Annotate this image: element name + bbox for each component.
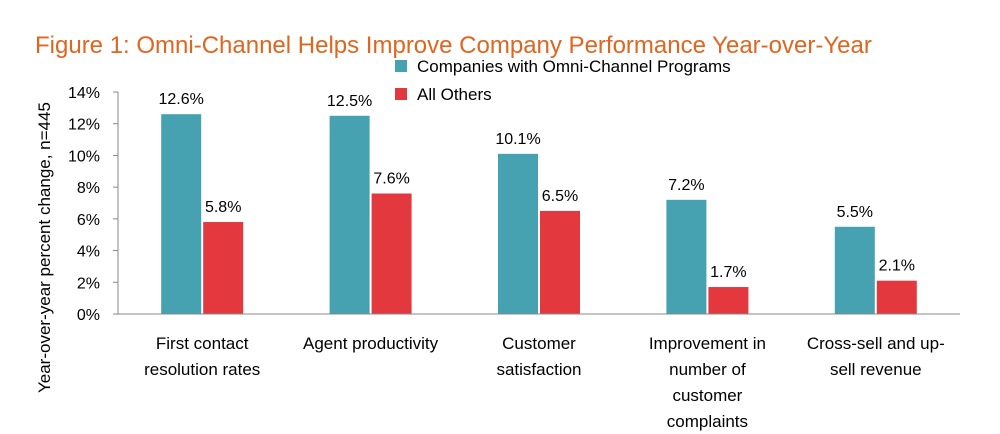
y-tick-label: 2% [77, 275, 100, 292]
y-tick-label: 8% [77, 180, 100, 197]
x-category-label-line: First contact [156, 334, 249, 353]
legend: Companies with Omni-Channel Programs All … [395, 57, 731, 104]
bar-omni-channel [834, 226, 875, 314]
data-label: 6.5% [542, 188, 578, 205]
y-tick-label: 14% [68, 85, 100, 102]
x-category-label: Improvement in number of customer complaint… [649, 334, 766, 431]
chart-title: Figure 1: Omni-Channel Helps Improve Com… [35, 32, 872, 59]
bar-all-others [371, 193, 412, 314]
x-category-label-line: Improvement in [649, 334, 766, 353]
x-category-label: Cross-sell and up-sell revenue [807, 334, 945, 379]
data-label: 12.6% [159, 91, 204, 108]
bar-omni-channel [329, 115, 370, 315]
axes [113, 91, 960, 315]
data-labels: 12.6% 5.8% 12.5% 7.6% 10.1% 6.5% 7.2% 1.7% 5.5% 2… [159, 91, 916, 281]
bar-omni-channel [161, 114, 202, 314]
x-category-label: Agent productivity [303, 334, 439, 353]
data-label: 10.1% [495, 131, 540, 148]
x-category-label-line: Agent productivity [303, 334, 439, 353]
x-category-label-line: sell revenue [830, 360, 922, 379]
x-category-label: First contact resolution rates [144, 334, 260, 379]
data-label: 1.7% [710, 264, 746, 281]
bars [161, 114, 917, 315]
data-label: 2.1% [879, 258, 915, 275]
y-axis-label: Year-over-year percent change, n=445 [35, 102, 54, 393]
data-label: 12.5% [327, 93, 372, 110]
x-axis-categories: First contact resolution rates Agent produ… [144, 334, 945, 431]
data-label: 7.6% [373, 170, 409, 187]
legend-swatch-all-others [395, 88, 407, 100]
x-category-label: Customer satisfaction [496, 334, 581, 379]
y-axis-ticks: 0% 2% 4% 6% 8% 10% 12% 14% [68, 85, 100, 324]
x-category-label-line: customer [672, 386, 742, 405]
y-tick-label: 0% [77, 307, 100, 324]
legend-label-all-others: All Others [417, 85, 492, 104]
data-label: 5.8% [205, 199, 241, 216]
y-tick-label: 10% [68, 148, 100, 165]
data-label: 5.5% [837, 204, 873, 221]
x-category-label-line: Customer [502, 334, 576, 353]
x-category-label-line: satisfaction [496, 360, 581, 379]
bar-all-others [708, 287, 749, 314]
x-category-label-line: resolution rates [144, 360, 260, 379]
bar-all-others [203, 222, 244, 314]
y-tick-label: 6% [77, 212, 100, 229]
bar-omni-channel [666, 199, 707, 314]
data-label: 7.2% [668, 177, 704, 194]
y-tick-label: 4% [77, 244, 100, 261]
legend-label-omni-channel: Companies with Omni-Channel Programs [417, 57, 731, 76]
x-category-label-line: number of [669, 360, 746, 379]
bar-all-others [540, 210, 580, 314]
x-category-label-line: Cross-sell and up- [807, 334, 945, 353]
x-category-label-line: complaints [667, 412, 748, 431]
legend-swatch-omni-channel [395, 60, 407, 72]
bar-all-others [876, 280, 917, 314]
bar-omni-channel [498, 153, 538, 314]
y-tick-label: 12% [68, 117, 100, 134]
